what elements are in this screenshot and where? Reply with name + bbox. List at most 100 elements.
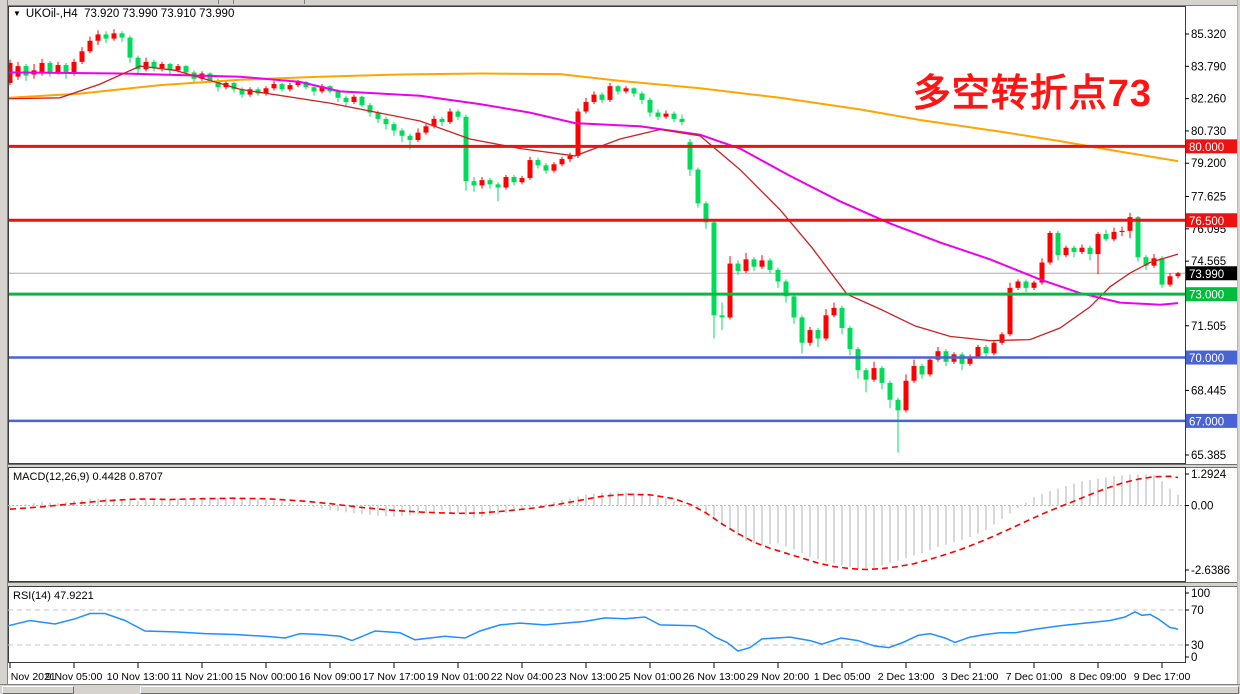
candle-body: [423, 126, 429, 133]
ma-magenta: [9, 71, 1179, 306]
date-label: 29 Nov 20:00: [747, 671, 810, 683]
candle-body: [311, 87, 317, 92]
candle-body: [87, 40, 93, 52]
candle-body: [1023, 281, 1029, 288]
candle-body: [1095, 233, 1101, 255]
candle-body: [879, 368, 885, 383]
candle-body: [631, 88, 637, 94]
candle-body: [695, 169, 701, 204]
candle-body: [511, 176, 517, 183]
candle-body: [367, 105, 373, 113]
candle-body: [1079, 247, 1085, 252]
candle-body: [871, 368, 877, 380]
candle-body: [343, 97, 349, 103]
candle-body: [1119, 230, 1125, 233]
rsi-indicator-label: RSI(14) 47.9221: [13, 590, 94, 602]
price-tick-label: 65.385: [1191, 450, 1226, 462]
candle-body: [359, 96, 365, 106]
current-price-badge: 73.990: [1189, 269, 1224, 281]
candle-body: [911, 365, 917, 381]
date-label: 26 Nov 13:00: [683, 671, 746, 683]
candle-body: [351, 96, 357, 103]
price-tick-label: 68.445: [1191, 385, 1226, 397]
price-level-badge: 70.000: [1189, 353, 1224, 365]
ma-darkred: [9, 65, 1179, 342]
candle-body: [775, 269, 781, 282]
candle-body: [119, 33, 125, 38]
candle-body: [415, 132, 421, 141]
date-label: 7 Nov 2021: [2, 671, 56, 683]
candle-body: [103, 34, 109, 39]
candle-body: [615, 86, 621, 92]
price-level-badge-bg: [1186, 139, 1240, 154]
date-label: 7 Dec 01:00: [1006, 671, 1063, 683]
price-level-badge-bg: [1186, 287, 1240, 302]
current-price-badge-bg: [1186, 266, 1240, 281]
candle-body: [807, 330, 813, 343]
date-label: 10 Nov 13:00: [107, 671, 170, 683]
candle-body: [967, 356, 973, 364]
candle-body: [991, 342, 997, 354]
candle-body: [279, 84, 285, 90]
candle-body: [839, 307, 845, 328]
candle-body: [783, 281, 789, 297]
date-label: 1 Dec 05:00: [814, 671, 871, 683]
candle-body: [151, 61, 157, 69]
candle-body: [1063, 247, 1069, 256]
candle-body: [183, 66, 189, 73]
date-label: 9 Dec 17:00: [1134, 671, 1191, 683]
rsi-tick-label: 70: [1191, 605, 1204, 617]
candle-body: [1039, 262, 1045, 283]
window-right-frame: [1237, 0, 1240, 693]
candle-body: [95, 34, 101, 41]
macd-tick-label: 1.2924: [1191, 469, 1227, 481]
candle-body: [207, 73, 213, 81]
symbol-title: UKOil-,H4 73.920 73.990 73.910 73.990: [25, 8, 235, 20]
candle-body: [687, 142, 693, 170]
candle-body: [247, 89, 253, 95]
date-label: 22 Nov 04:00: [491, 671, 554, 683]
candle-body: [375, 112, 381, 119]
symbol-dropdown-icon[interactable]: ▼: [13, 9, 21, 18]
candle-body: [111, 33, 117, 39]
candle-body: [463, 116, 469, 182]
candle-body: [1159, 258, 1165, 285]
top-frame-divider: [304, 0, 305, 4]
candle-body: [591, 94, 597, 103]
rsi-tick-label: 0: [1191, 652, 1197, 664]
candle-body: [239, 89, 245, 95]
date-label: 19 Nov 01:00: [427, 671, 490, 683]
rsi-panel-border: [8, 586, 1186, 663]
candle-body: [399, 130, 405, 136]
candle-body: [1071, 247, 1077, 252]
candle-body: [263, 88, 269, 94]
candle-body: [407, 135, 413, 141]
candle-body: [735, 263, 741, 271]
symbol-ohlc-label: ▼ UKOil-,H4 73.920 73.990 73.910 73.990: [13, 8, 234, 20]
candle-body: [719, 315, 725, 318]
candle-body: [231, 82, 237, 90]
candle-body: [647, 99, 653, 113]
window-top-frame: [0, 0, 1240, 6]
candle-body: [271, 84, 277, 89]
panel-separator: [0, 464, 1240, 467]
candle-body: [439, 118, 445, 123]
macd-indicator-label: MACD(12,26,9) 0.4428 0.8707: [13, 471, 163, 483]
date-label: 23 Nov 13:00: [555, 671, 618, 683]
price-tick-label: 74.565: [1191, 256, 1226, 268]
candle-body: [503, 176, 509, 188]
candle-body: [935, 351, 941, 360]
candle-body: [127, 37, 133, 58]
rsi-tick-label: 100: [1191, 588, 1210, 600]
candle-body: [919, 365, 925, 375]
candle-body: [975, 346, 981, 357]
candle-body: [751, 259, 757, 267]
candle-body: [759, 260, 765, 267]
candle-body: [1175, 273, 1181, 277]
macd-tick-label: 0.00: [1191, 501, 1213, 513]
candle-body: [1007, 287, 1013, 335]
candle-body: [799, 317, 805, 343]
candle-body: [479, 180, 485, 186]
